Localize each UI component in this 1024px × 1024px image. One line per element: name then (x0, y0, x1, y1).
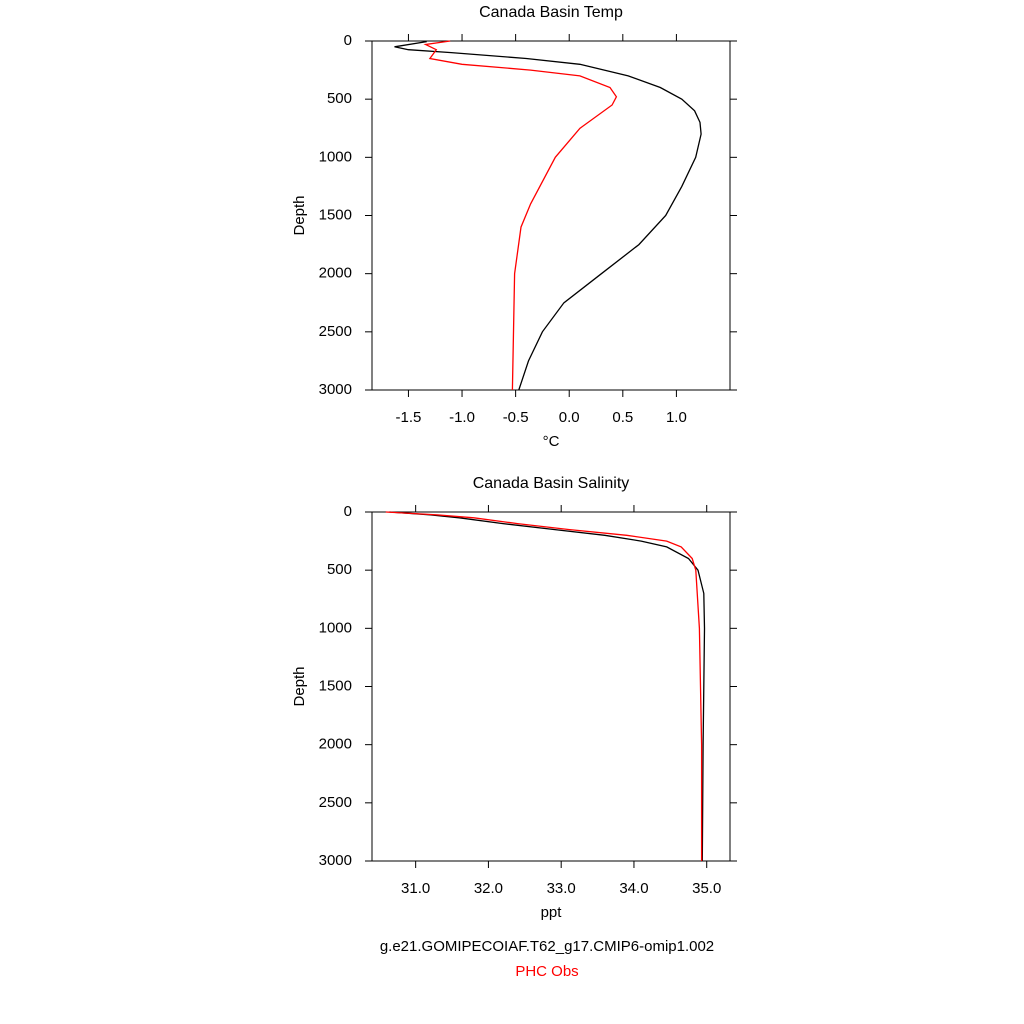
y-tick-label: 1000 (319, 148, 352, 165)
y-tick-label: 2000 (319, 265, 352, 282)
legend-entry: g.e21.GOMIPECOIAF.T62_g17.CMIP6-omip1.00… (380, 938, 714, 955)
y-tick-label: 1500 (319, 206, 352, 223)
plot-frame (371, 40, 731, 391)
profile-line (394, 40, 702, 391)
y-tick-label: 3000 (319, 852, 352, 869)
x-tick-label: 31.0 (401, 880, 430, 897)
y-tick-label: 1500 (319, 677, 352, 694)
x-axis-label: °C (543, 433, 560, 450)
y-tick-label: 2000 (319, 736, 352, 753)
x-tick-label: -1.0 (449, 409, 475, 426)
y-tick-label: 0 (344, 503, 352, 520)
plot-frame (371, 511, 731, 862)
profile-line (423, 40, 618, 391)
chart-title: Canada Basin Salinity (473, 475, 630, 492)
profile-line (385, 511, 703, 861)
x-tick-label: 1.0 (666, 409, 687, 426)
x-tick-label: 0.0 (559, 409, 580, 426)
y-tick-label: 2500 (319, 323, 352, 340)
x-tick-label: -0.5 (503, 409, 529, 426)
y-axis-label: Depth (291, 666, 308, 706)
y-tick-label: 500 (327, 90, 352, 107)
x-tick-label: 0.5 (612, 409, 633, 426)
y-axis-label: Depth (291, 195, 308, 235)
x-tick-label: 34.0 (619, 880, 648, 897)
x-tick-label: 35.0 (692, 880, 721, 897)
y-tick-label: 1000 (319, 619, 352, 636)
x-tick-label: 32.0 (474, 880, 503, 897)
legend-entry: PHC Obs (515, 963, 578, 980)
x-tick-label: -1.5 (396, 409, 422, 426)
y-tick-label: 500 (327, 561, 352, 578)
chart-title: Canada Basin Temp (479, 4, 623, 21)
x-tick-label: 33.0 (547, 880, 576, 897)
profile-line (389, 511, 706, 862)
y-tick-label: 0 (344, 32, 352, 49)
x-axis-label: ppt (541, 904, 563, 921)
y-tick-label: 3000 (319, 381, 352, 398)
y-tick-label: 2500 (319, 794, 352, 811)
